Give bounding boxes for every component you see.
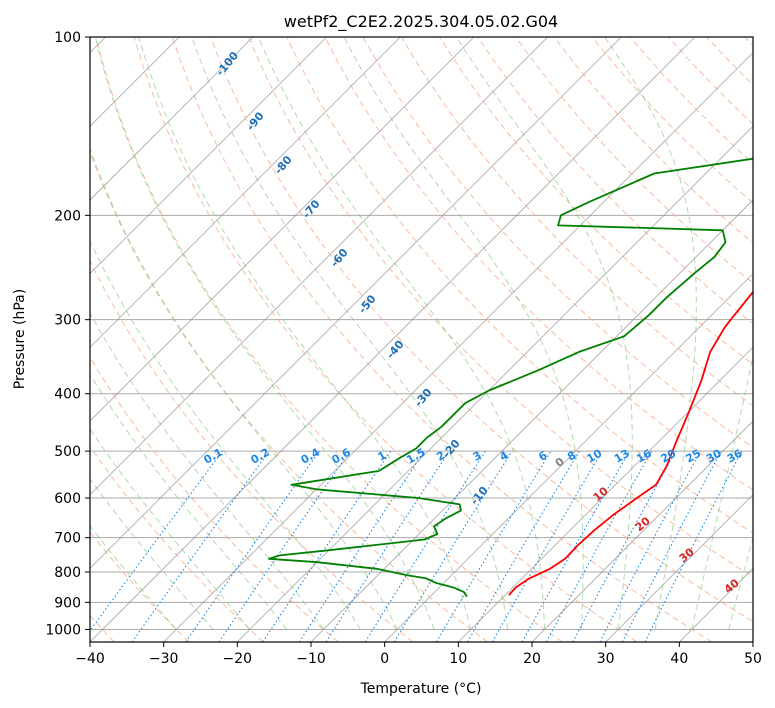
y-tick-label: 1000 [45,622,81,638]
dry-adiabat-line [210,37,753,623]
mixing-ratio-line [521,450,630,642]
sounding-profiles [268,157,753,598]
isotherm-line [90,37,401,348]
x-tick-label: −40 [75,651,105,667]
mixing-ratio-line [218,450,351,642]
moist-adiabat-line [94,37,435,630]
isotherm-line [605,494,753,642]
y-axis-ticks: 100 200 300 400 500 600 700 800 900 1000 [45,30,90,638]
isotherm-line [90,37,475,422]
isotherm-line [531,420,753,642]
isotherm-line [163,52,753,642]
isotherm-line [90,37,696,642]
x-tick-label: 30 [597,651,615,667]
mixing-ratio-line [572,450,677,642]
x-tick-label: −30 [149,651,179,667]
y-tick-label: 600 [54,491,81,507]
dry-adiabat-line [133,37,638,642]
isotherm-line [237,125,753,642]
y-tick-label: 200 [54,208,81,224]
mixing-ratio-line [393,450,513,642]
x-tick-label: 10 [449,651,467,667]
dry-adiabat-line [95,37,563,642]
moist-adiabat-line [343,37,584,630]
mixing-ratio-line [325,450,450,642]
moist-adiabat-line [90,311,324,630]
y-axis-label: Pressure (hPa) [12,289,28,389]
dry-adiabat-line [515,37,753,284]
isotherm-line [458,346,753,642]
x-tick-label: −20 [223,651,253,667]
dry-adiabat-line [324,37,753,491]
isotherm-line [90,37,327,275]
moist-adiabat-line [728,535,753,630]
moist-adiabat-line [191,37,509,630]
x-tick-label: 50 [744,651,762,667]
dewpoint-profile [268,157,753,598]
mixing-ratio-line [131,450,270,642]
x-tick-label: 40 [670,651,688,667]
temperature-profile [508,290,753,596]
dry-adiabat-line [248,37,753,578]
moist-adiabat-line [455,37,633,630]
mixing-ratio-line [298,450,425,642]
y-tick-label: 100 [54,30,81,46]
isotherm-line [90,37,548,496]
moist-adiabat-line [604,37,697,630]
y-tick-label: 900 [54,595,81,611]
isotherm-line [90,37,622,569]
dry-adiabat-line [90,356,339,642]
isotherm-line [90,37,254,201]
x-axis-ticks: −40 −30 −20 −10 0 10 20 30 40 50 [75,642,762,667]
mixing-ratio-line [262,450,392,642]
mixing-ratio-line [644,450,743,642]
dry-adiabat-line [171,37,712,642]
x-tick-label: −10 [296,651,326,667]
moist-adiabat-line [138,37,472,630]
background-isolines [90,37,753,642]
isotherm-line [384,273,753,642]
mixing-ratio-line [90,450,223,632]
y-tick-label: 800 [54,565,81,581]
dry-adiabat-line [286,37,753,534]
moist-adiabat-line [90,427,251,630]
moist-adiabat-line [257,37,546,630]
moist-adiabat-line [90,477,214,630]
y-tick-label: 700 [54,531,81,547]
chart-title: wetPf2_C2E2.2025.304.05.02.G04 [284,12,558,32]
x-tick-label: 20 [523,651,541,667]
moist-adiabat-line [90,525,177,630]
dry-adiabat-line [90,259,414,642]
y-tick-label: 500 [54,444,81,460]
plot-frame [89,36,754,643]
x-tick-label: 0 [380,651,389,667]
mixing-ratio-line [185,450,320,642]
y-tick-label: 400 [54,387,81,403]
moist-adiabat-line [90,373,288,630]
moist-adiabat-line [90,239,361,630]
y-tick-label: 300 [54,313,81,329]
moist-adiabat-line [691,353,753,630]
x-axis-label: Temperature (°C) [360,681,482,697]
mixing-ratio-line [545,450,653,642]
dry-adiabat-line [90,445,264,642]
